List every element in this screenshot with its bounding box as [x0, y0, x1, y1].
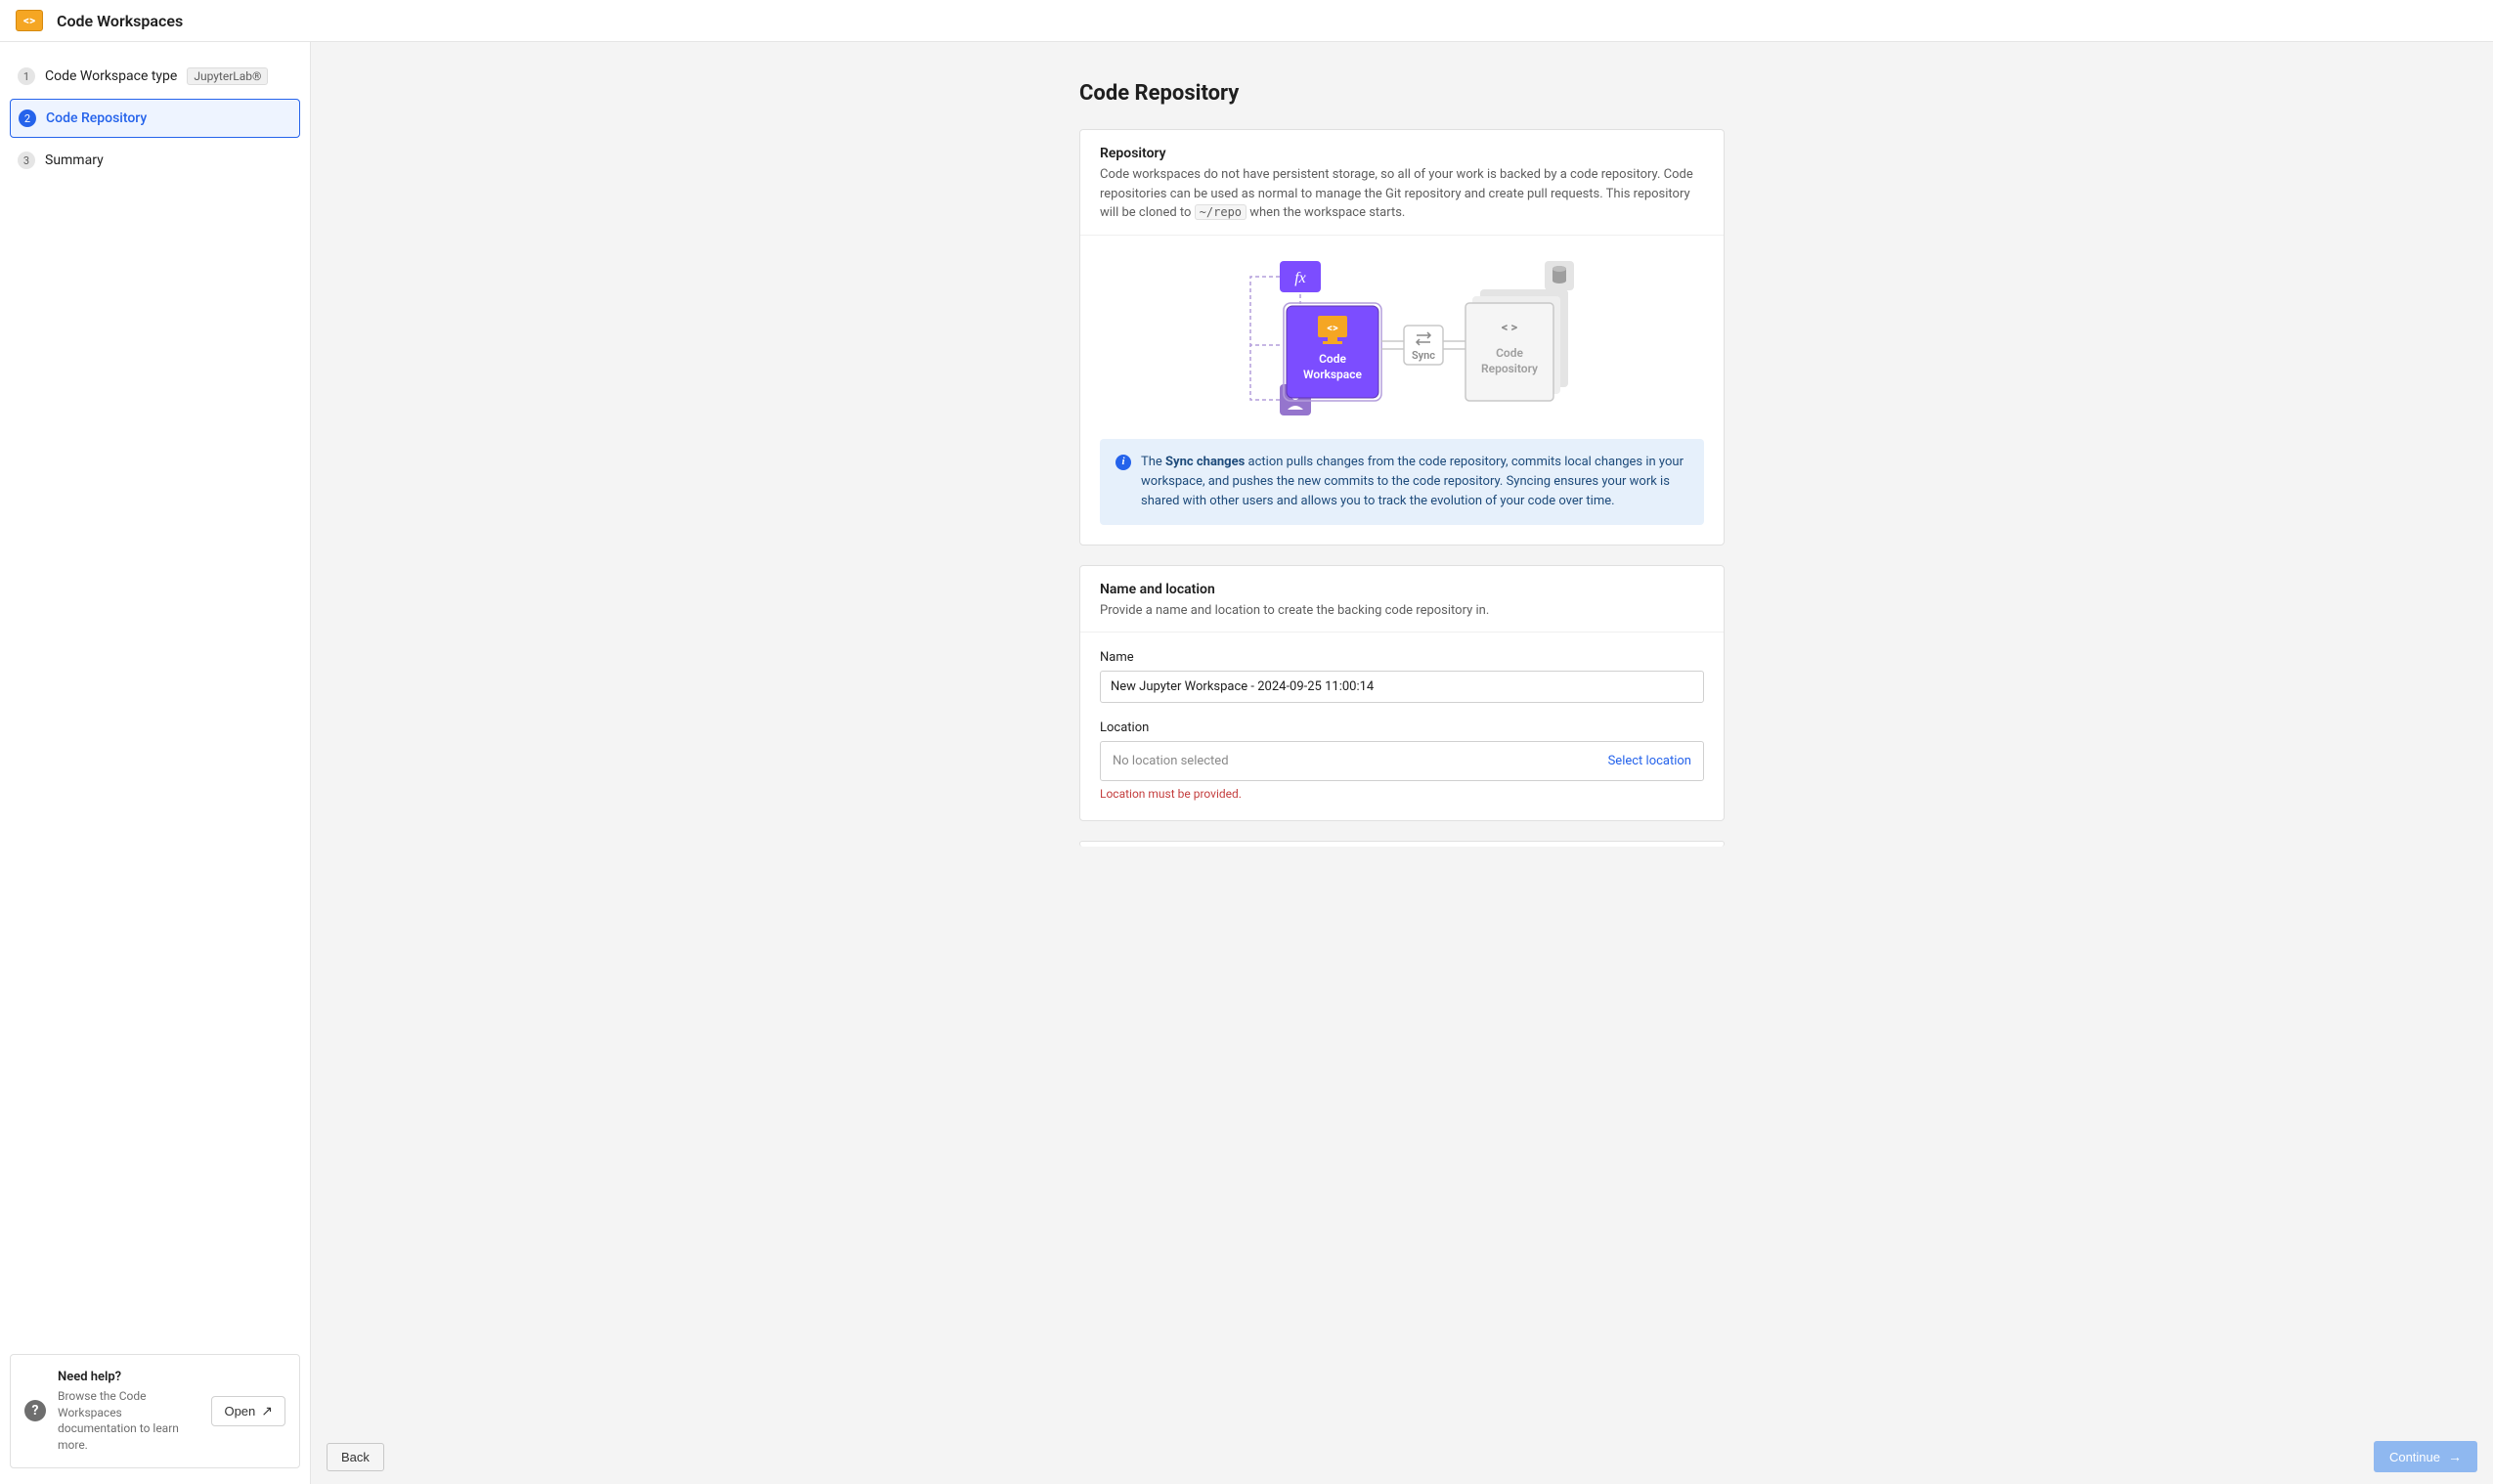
step-summary[interactable]: 3 Summary: [10, 142, 300, 179]
svg-text:Workspace: Workspace: [1303, 368, 1362, 381]
repo-card-title: Repository: [1100, 146, 1704, 161]
svg-text:Sync: Sync: [1412, 349, 1435, 362]
repo-card-desc: Code workspaces do not have persistent s…: [1100, 165, 1704, 223]
svg-text:<>: <>: [1327, 322, 1338, 334]
app-title: Code Workspaces: [57, 12, 183, 30]
location-box: No location selected Select location: [1100, 741, 1704, 781]
help-desc: Browse the Code Workspaces documentation…: [58, 1388, 199, 1454]
main-panel: Code Repository Repository Code workspac…: [311, 42, 2493, 1484]
step-label: Summary: [45, 153, 104, 168]
svg-text:Repository: Repository: [1481, 362, 1538, 375]
step-number: 2: [19, 109, 36, 127]
help-title: Need help?: [58, 1369, 199, 1386]
step-label: Code Repository: [46, 110, 147, 126]
name-location-card: Name and location Provide a name and loc…: [1079, 565, 1725, 822]
help-icon: ?: [24, 1400, 46, 1421]
name-label: Name: [1100, 650, 1704, 665]
page-title: Code Repository: [1079, 81, 1725, 106]
location-placeholder: No location selected: [1113, 754, 1229, 768]
back-button[interactable]: Back: [327, 1443, 384, 1471]
sidebar: 1 Code Workspace type JupyterLab® 2 Code…: [0, 42, 311, 1484]
arrow-right-icon: →: [2448, 1449, 2462, 1464]
diagram-svg: fx <>: [1226, 255, 1578, 421]
select-location-button[interactable]: Select location: [1608, 754, 1691, 768]
step-list: 1 Code Workspace type JupyterLab® 2 Code…: [10, 58, 300, 1354]
continue-button[interactable]: Continue →: [2374, 1441, 2477, 1472]
app-icon: <>: [16, 10, 43, 31]
name-input[interactable]: [1100, 671, 1704, 703]
help-card: ? Need help? Browse the Code Workspaces …: [10, 1354, 300, 1468]
next-card-peek: [1079, 841, 1725, 847]
location-error: Location must be provided.: [1100, 787, 1704, 801]
location-label: Location: [1100, 720, 1704, 735]
step-label: Code Workspace type: [45, 68, 177, 84]
svg-text:Code: Code: [1319, 352, 1346, 366]
svg-text:Code: Code: [1496, 346, 1523, 360]
app-header: <> Code Workspaces: [0, 0, 2493, 42]
info-icon: i: [1115, 455, 1131, 470]
sync-info-box: i The Sync changes action pulls changes …: [1100, 439, 1704, 525]
external-link-icon: ↗: [261, 1403, 273, 1419]
svg-text:< >: < >: [1502, 321, 1518, 335]
open-docs-button[interactable]: Open ↗: [211, 1396, 285, 1426]
footer-bar: Back Continue →: [311, 1429, 2493, 1484]
name-card-desc: Provide a name and location to create th…: [1100, 601, 1704, 621]
svg-text:fx: fx: [1294, 270, 1306, 286]
repository-card: Repository Code workspaces do not have p…: [1079, 129, 1725, 546]
step-number: 3: [18, 152, 35, 169]
name-card-title: Name and location: [1100, 582, 1704, 597]
step-workspace-type[interactable]: 1 Code Workspace type JupyterLab®: [10, 58, 300, 95]
step-badge: JupyterLab®: [187, 67, 268, 85]
sync-diagram: fx <>: [1080, 235, 1724, 439]
step-number: 1: [18, 67, 35, 85]
step-code-repository[interactable]: 2 Code Repository: [10, 99, 300, 138]
